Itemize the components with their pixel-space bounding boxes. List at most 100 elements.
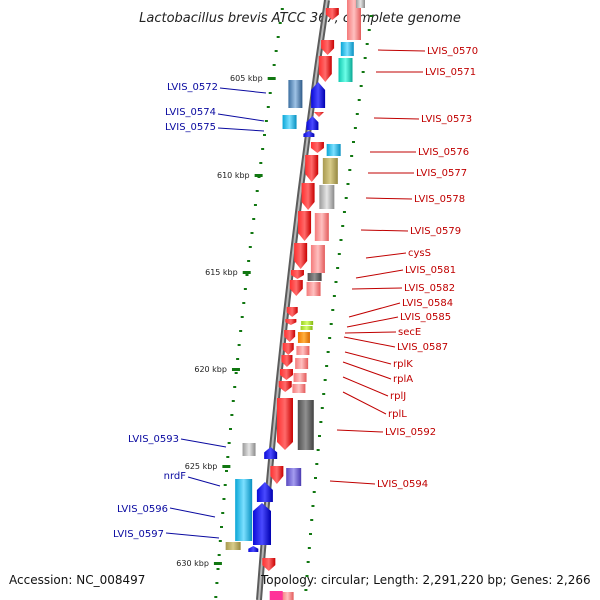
gene-label[interactable]: LVIS_0574 xyxy=(165,107,216,118)
gene-label[interactable]: LVIS_0576 xyxy=(418,147,469,158)
label-leader-line xyxy=(329,480,376,485)
gene-arrow-forward[interactable] xyxy=(321,40,335,55)
gene-label[interactable]: LVIS_0570 xyxy=(427,46,478,57)
gene-hit-block[interactable] xyxy=(286,468,302,486)
gene-hit-block[interactable] xyxy=(356,0,365,8)
gene-label[interactable]: secE xyxy=(398,327,421,338)
gene-label[interactable]: LVIS_0572 xyxy=(167,82,218,93)
minor-tick xyxy=(261,148,265,150)
minor-tick xyxy=(240,316,244,318)
gene-arrow-forward[interactable] xyxy=(290,270,304,279)
gene-label[interactable]: LVIS_0584 xyxy=(402,298,453,309)
gene-label[interactable]: rplA xyxy=(393,374,413,385)
gene-hit-block[interactable] xyxy=(292,384,306,393)
gene-label[interactable]: LVIS_0575 xyxy=(165,122,216,133)
gene-label[interactable]: LVIS_0581 xyxy=(405,265,456,276)
gene-hit-block[interactable] xyxy=(297,400,314,450)
gene-label[interactable]: nrdF xyxy=(164,471,187,482)
gene-label[interactable]: cysS xyxy=(408,248,431,259)
gene-arrow-forward[interactable] xyxy=(325,8,339,20)
gene-label[interactable]: rplK xyxy=(393,359,413,370)
gene-label[interactable]: LVIS_0587 xyxy=(397,342,448,353)
gene-hit-block[interactable] xyxy=(300,326,313,330)
gene-arrow-forward[interactable] xyxy=(282,343,294,355)
minor-tick xyxy=(334,281,338,283)
gene-arrow-forward[interactable] xyxy=(294,243,308,269)
gene-arrow-reverse[interactable] xyxy=(248,546,259,552)
gene-arrow-reverse[interactable] xyxy=(264,447,278,459)
gene-hit-block[interactable] xyxy=(326,144,341,156)
gene-arrow-forward[interactable] xyxy=(284,330,296,342)
gene-arrow-forward[interactable] xyxy=(301,183,315,210)
gene-arrow-reverse[interactable] xyxy=(311,82,326,108)
gene-arrow-forward[interactable] xyxy=(279,369,293,380)
gene-arrow-forward[interactable] xyxy=(270,466,284,484)
minor-tick xyxy=(348,169,352,171)
gene-label[interactable]: LVIS_0573 xyxy=(421,114,472,125)
gene-label[interactable]: LVIS_0579 xyxy=(410,226,461,237)
gene-arrow-forward[interactable] xyxy=(276,398,293,450)
gene-label[interactable]: LVIS_0578 xyxy=(414,194,465,205)
gene-label[interactable]: LVIS_0592 xyxy=(385,427,436,438)
gene-hit-block[interactable] xyxy=(314,213,329,241)
gene-hit-block[interactable] xyxy=(242,443,256,456)
gene-arrow-forward[interactable] xyxy=(305,155,319,182)
minor-tick xyxy=(361,71,365,73)
gene-arrow-forward[interactable] xyxy=(286,307,298,317)
gene-hit-block[interactable] xyxy=(322,158,338,184)
minor-tick xyxy=(337,253,341,255)
minor-tick xyxy=(272,64,276,66)
gene-hit-block[interactable] xyxy=(301,321,314,325)
gene-label[interactable]: rplJ xyxy=(390,391,406,402)
gene-label[interactable]: LVIS_0582 xyxy=(404,283,455,294)
gene-arrow-forward[interactable] xyxy=(318,56,332,82)
gene-arrow-forward[interactable] xyxy=(281,355,293,367)
gene-hit-block[interactable] xyxy=(282,115,297,129)
gene-label[interactable]: LVIS_0597 xyxy=(113,529,164,540)
gene-hit-block[interactable] xyxy=(225,542,241,550)
minor-tick xyxy=(239,330,243,332)
gene-hit-block[interactable] xyxy=(310,245,325,273)
position-tick-label: 615 kbp xyxy=(205,268,238,277)
position-tick-label: 630 kbp xyxy=(176,559,209,568)
minor-tick xyxy=(317,435,321,437)
gene-label[interactable]: LVIS_0593 xyxy=(128,434,179,445)
gene-hit-block[interactable] xyxy=(340,42,354,56)
gene-arrow-forward[interactable] xyxy=(313,112,324,117)
label-leader-line xyxy=(342,361,392,380)
gene-hit-block[interactable] xyxy=(319,185,335,209)
gene-label[interactable]: LVIS_0596 xyxy=(117,504,168,515)
gene-arrow-forward[interactable] xyxy=(262,558,276,571)
gene-hit-block[interactable] xyxy=(235,479,253,541)
gene-hit-block[interactable] xyxy=(307,273,322,281)
gene-arrow-forward[interactable] xyxy=(289,280,303,296)
gene-hit-block[interactable] xyxy=(347,0,361,40)
gene-hit-block[interactable] xyxy=(295,358,309,369)
gene-arrow-forward[interactable] xyxy=(310,142,324,153)
minor-tick xyxy=(236,358,240,360)
gene-arrow-forward[interactable] xyxy=(278,381,292,392)
gene-arrow-forward[interactable] xyxy=(298,211,312,241)
minor-tick xyxy=(357,99,361,101)
gene-label[interactable]: LVIS_0577 xyxy=(416,168,467,179)
gene-label[interactable]: LVIS_0594 xyxy=(377,479,428,490)
gene-label[interactable]: LVIS_0571 xyxy=(425,67,476,78)
gene-arrow-reverse[interactable] xyxy=(253,503,272,545)
label-leader-line xyxy=(336,429,384,433)
gene-hit-block[interactable] xyxy=(293,373,307,382)
label-leader-line xyxy=(217,127,265,132)
gene-hit-block[interactable] xyxy=(306,282,321,296)
gene-label[interactable]: rplL xyxy=(388,409,407,420)
gene-hit-block[interactable] xyxy=(281,592,294,600)
gene-arrow-forward[interactable] xyxy=(285,319,297,325)
gene-hit-block[interactable] xyxy=(296,346,310,355)
gene-hit-block[interactable] xyxy=(338,58,353,82)
gene-hit-block[interactable] xyxy=(288,80,303,108)
gene-arrow-reverse[interactable] xyxy=(256,482,273,502)
gene-hit-block[interactable] xyxy=(297,332,310,343)
gene-hit-block[interactable] xyxy=(269,591,283,600)
gene-arrow-reverse[interactable] xyxy=(306,116,319,130)
gene-label[interactable]: LVIS_0585 xyxy=(400,312,451,323)
gene-arrow-reverse[interactable] xyxy=(303,131,315,137)
